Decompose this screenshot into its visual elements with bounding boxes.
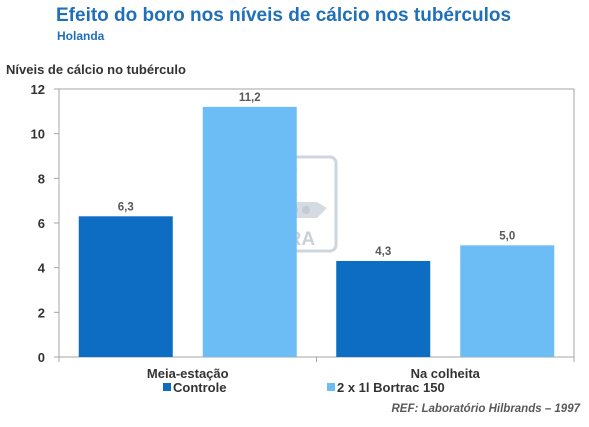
x-category-label: Meia-estação: [147, 366, 229, 381]
y-tick-label: 6: [38, 216, 45, 231]
y-tick-label: 12: [31, 82, 45, 97]
y-tick-label: 4: [38, 261, 46, 276]
y-tick-label: 2: [38, 305, 45, 320]
y-tick-label: 0: [38, 350, 45, 365]
bar-bortrac-2: [460, 245, 555, 357]
y-tick-label: 8: [38, 171, 45, 186]
legend-swatch: [163, 383, 171, 391]
bar-data-label: 6,3: [118, 201, 134, 213]
bar-controle-1: [78, 216, 173, 357]
legend-label: 2 x 1l Bortrac 150: [337, 380, 445, 395]
bar-controle-2: [336, 260, 431, 357]
bar-data-label: 4,3: [375, 246, 391, 258]
chart-subtitle: Holanda: [57, 29, 105, 43]
y-axis-label: Níveis de cálcio no tubérculo: [6, 62, 186, 77]
reference-note: REF: Laboratório Hilbrands – 1997: [391, 403, 580, 415]
chart-title: Efeito do boro nos níveis de cálcio nos …: [56, 5, 512, 26]
bar-data-label: 5,0: [499, 230, 515, 242]
legend-swatch: [327, 383, 335, 391]
bar-bortrac-1: [202, 106, 297, 357]
x-category-label: Na colheita: [411, 366, 481, 381]
legend-label: Controle: [173, 380, 226, 395]
y-tick-label: 10: [31, 127, 45, 142]
bar-data-label: 11,2: [239, 92, 261, 104]
